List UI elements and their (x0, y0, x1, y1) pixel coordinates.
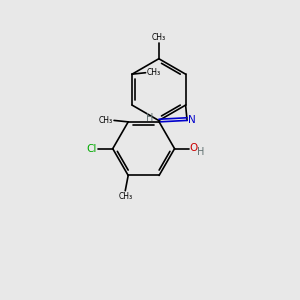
Text: CH₃: CH₃ (147, 68, 161, 77)
Text: Cl: Cl (86, 144, 97, 154)
Text: CH₃: CH₃ (99, 116, 113, 125)
Text: O: O (190, 143, 198, 153)
Text: CH₃: CH₃ (152, 33, 166, 42)
Text: N: N (188, 116, 196, 125)
Text: H: H (146, 113, 154, 123)
Text: H: H (197, 147, 204, 157)
Text: CH₃: CH₃ (118, 192, 132, 201)
